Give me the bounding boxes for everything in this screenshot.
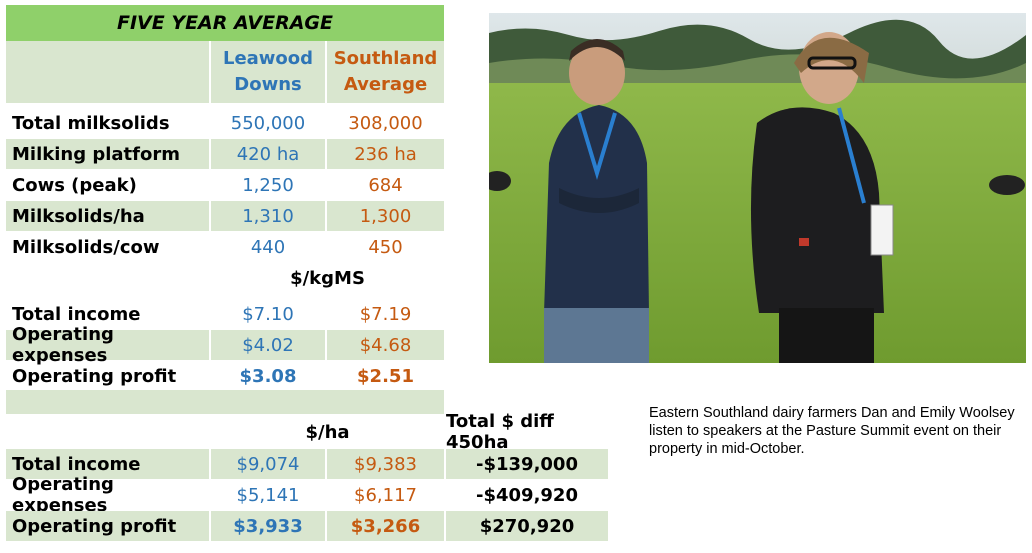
subheader-spacer-2 (6, 414, 209, 450)
leawood-value: 1,250 (242, 174, 294, 196)
leawood-value: 440 (250, 236, 286, 258)
row-label: Cows (peak) (12, 174, 137, 196)
row-label: Operating profit (6, 511, 209, 541)
southland-value: 308,000 (348, 112, 423, 134)
southland-value: 684 (368, 174, 403, 196)
leawood-value: $3.08 (239, 365, 297, 387)
row-label: Milking platform (6, 139, 209, 169)
photo-caption: Eastern Southland dairy farmers Dan and … (649, 405, 1015, 457)
leawood-value: $4.02 (211, 330, 325, 360)
southland-value: 236 ha (327, 139, 444, 169)
row-label: Operating expenses (12, 474, 114, 516)
row-label: Total income (6, 449, 209, 479)
southland-value: $7.19 (359, 303, 412, 325)
farmers-photo (489, 13, 1026, 363)
row-label: Total income (12, 303, 141, 325)
southland-value: $9,383 (327, 449, 444, 479)
row-label: Milksolids/ha (6, 201, 209, 231)
column-header-leawood-downs: Leawood Downs (211, 41, 325, 103)
southland-value: $3,266 (327, 511, 444, 541)
leawood-value: $7.10 (242, 303, 294, 325)
leawood-value: 1,310 (211, 201, 325, 231)
total-diff-value: -$409,920 (476, 484, 578, 506)
southland-value: $4.68 (327, 330, 444, 360)
leawood-value: $9,074 (211, 449, 325, 479)
leawood-value: $5,141 (236, 484, 300, 506)
row-label: Milksolids/cow (12, 236, 160, 258)
total-diff-value: $270,920 (446, 511, 608, 541)
leawood-value: 550,000 (230, 112, 306, 134)
column-header-spacer (6, 41, 209, 103)
column-header-southland-average: Southland Average (327, 41, 444, 103)
row-label: Total milksolids (12, 112, 170, 134)
spacer-row (6, 390, 444, 414)
southland-value: 450 (368, 236, 403, 258)
leawood-value: $3,933 (211, 511, 325, 541)
total-diff-header: Total $ diff 450ha (446, 411, 554, 453)
subheader-per-kgms: $/kgMS (290, 267, 365, 289)
subheader-spacer (6, 260, 209, 296)
southland-value: $6,117 (354, 484, 417, 506)
table-title: FIVE YEAR AVERAGE (6, 5, 444, 41)
row-label: Operating profit (12, 365, 177, 387)
subheader-per-ha: $/ha (305, 421, 350, 443)
southland-value: $2.51 (357, 365, 414, 387)
total-diff-value: -$139,000 (446, 449, 608, 479)
leawood-value: 420 ha (211, 139, 325, 169)
row-label: Operating expenses (6, 324, 209, 366)
southland-value: 1,300 (327, 201, 444, 231)
